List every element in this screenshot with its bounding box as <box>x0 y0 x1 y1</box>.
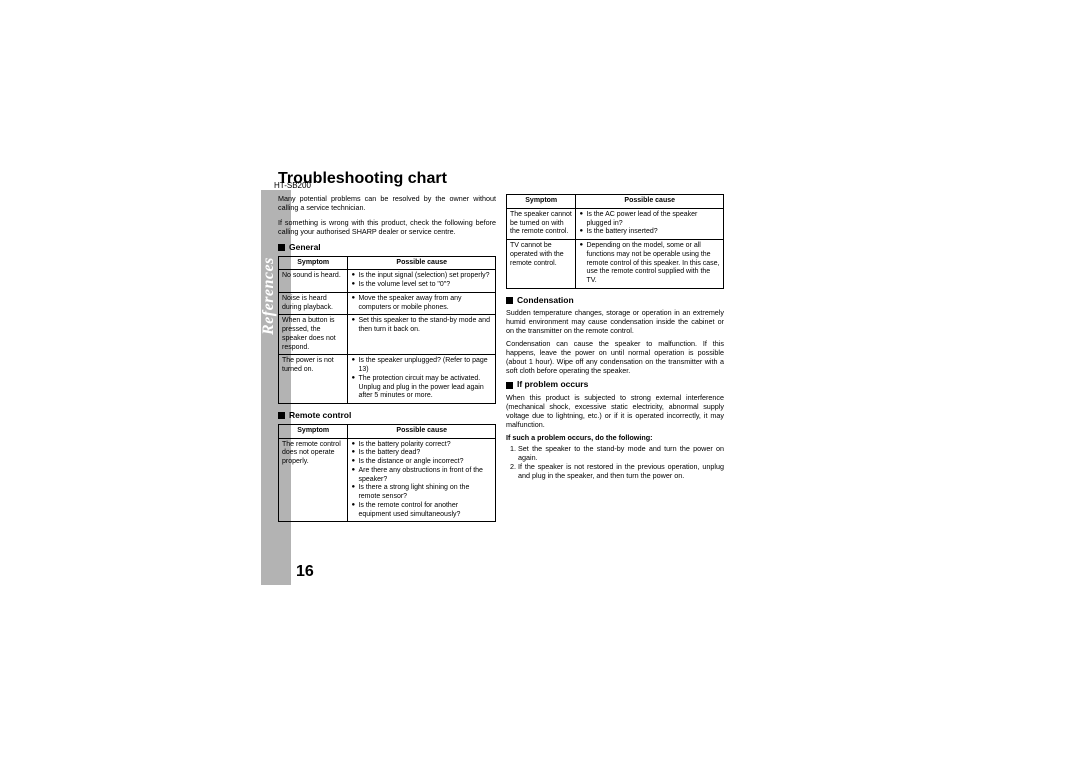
intro-text-2: If something is wrong with this product,… <box>278 218 496 236</box>
table-row: The remote control does not operate prop… <box>279 438 496 522</box>
table-header-row: Symptom Possible cause <box>279 256 496 270</box>
th-cause: Possible cause <box>348 256 496 270</box>
step-item: If the speaker is not restored in the pr… <box>518 462 724 480</box>
cell-symptom: The remote control does not operate prop… <box>279 438 348 522</box>
table-row: The power is not turned on.Is the speake… <box>279 355 496 404</box>
cell-symptom: The power is not turned on. <box>279 355 348 404</box>
cause-item: Is the battery dead? <box>351 449 492 458</box>
section-heading-problem: If problem occurs <box>506 379 724 390</box>
condensation-text-1: Sudden temperature changes, storage or o… <box>506 308 724 335</box>
cell-cause: Is the input signal (selection) set prop… <box>348 270 496 293</box>
cause-item: Is the distance or angle incorrect? <box>351 458 492 467</box>
cause-item: Depending on the model, some or all func… <box>579 242 720 286</box>
sidebar-label: References <box>260 257 278 335</box>
table-right: Symptom Possible cause The speaker canno… <box>506 194 724 289</box>
cell-cause: Move the speaker away from any computers… <box>348 292 496 315</box>
square-bullet-icon <box>278 412 285 419</box>
column-right: Symptom Possible cause The speaker canno… <box>506 194 724 528</box>
cell-cause: Is the speaker unplugged? (Refer to page… <box>348 355 496 404</box>
cause-item: Is the battery inserted? <box>579 228 720 237</box>
problem-text: When this product is subjected to strong… <box>506 393 724 429</box>
cause-item: Set this speaker to the stand-by mode an… <box>351 317 492 335</box>
square-bullet-icon <box>278 244 285 251</box>
table-row: No sound is heard.Is the input signal (s… <box>279 270 496 293</box>
page-title: Troubleshooting chart <box>278 170 778 188</box>
square-bullet-icon <box>506 382 513 389</box>
condensation-text-2: Condensation can cause the speaker to ma… <box>506 339 724 375</box>
model-code: HT-SB200 <box>274 181 311 190</box>
square-bullet-icon <box>506 297 513 304</box>
intro-text-1: Many potential problems can be resolved … <box>278 194 496 212</box>
column-left: Many potential problems can be resolved … <box>278 194 496 528</box>
problem-bold-line: If such a problem occurs, do the followi… <box>506 433 724 442</box>
cell-symptom: The speaker cannot be turned on with the… <box>507 208 576 239</box>
cell-symptom: No sound is heard. <box>279 270 348 293</box>
th-symptom: Symptom <box>279 424 348 438</box>
table-row: When a button is pressed, the speaker do… <box>279 315 496 355</box>
th-symptom: Symptom <box>279 256 348 270</box>
table-header-row: Symptom Possible cause <box>279 424 496 438</box>
section-heading-condensation: Condensation <box>506 295 724 306</box>
cause-item: Is the AC power lead of the speaker plug… <box>579 211 720 229</box>
cause-item: The protection circuit may be activated.… <box>351 375 492 401</box>
page-content: HT-SB200 Troubleshooting chart Many pote… <box>278 170 778 528</box>
cause-item: Is there a strong light shining on the r… <box>351 484 492 502</box>
cause-item: Are there any obstructions in front of t… <box>351 467 492 485</box>
cause-item: Is the volume level set to "0"? <box>351 281 492 290</box>
cause-item: Is the speaker unplugged? (Refer to page… <box>351 357 492 375</box>
cause-item: Is the input signal (selection) set prop… <box>351 272 492 281</box>
cell-cause: Is the battery polarity correct?Is the b… <box>348 438 496 522</box>
cell-cause: Is the AC power lead of the speaker plug… <box>576 208 724 239</box>
cell-symptom: When a button is pressed, the speaker do… <box>279 315 348 355</box>
th-cause: Possible cause <box>576 195 724 209</box>
table-row: The speaker cannot be turned on with the… <box>507 208 724 239</box>
table-header-row: Symptom Possible cause <box>507 195 724 209</box>
section-heading-remote: Remote control <box>278 410 496 421</box>
page-number: 16 <box>296 563 314 581</box>
cell-symptom: Noise is heard during playback. <box>279 292 348 315</box>
table-row: Noise is heard during playback.Move the … <box>279 292 496 315</box>
table-general: Symptom Possible cause No sound is heard… <box>278 256 496 405</box>
table-row: TV cannot be operated with the remote co… <box>507 240 724 289</box>
th-symptom: Symptom <box>507 195 576 209</box>
cell-symptom: TV cannot be operated with the remote co… <box>507 240 576 289</box>
step-item: Set the speaker to the stand-by mode and… <box>518 444 724 462</box>
cause-item: Is the battery polarity correct? <box>351 441 492 450</box>
problem-steps-list: Set the speaker to the stand-by mode and… <box>506 444 724 480</box>
cause-item: Is the remote control for another equipm… <box>351 502 492 520</box>
cell-cause: Set this speaker to the stand-by mode an… <box>348 315 496 355</box>
cell-cause: Depending on the model, some or all func… <box>576 240 724 289</box>
cause-item: Move the speaker away from any computers… <box>351 295 492 313</box>
th-cause: Possible cause <box>348 424 496 438</box>
section-heading-general: General <box>278 242 496 253</box>
table-remote: Symptom Possible cause The remote contro… <box>278 424 496 523</box>
